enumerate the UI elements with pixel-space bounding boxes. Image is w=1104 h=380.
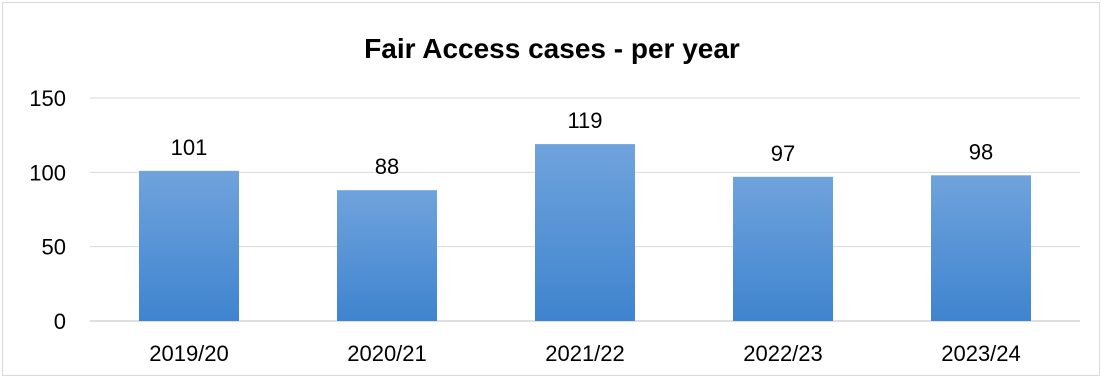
y-tick-label: 150 xyxy=(29,86,66,111)
data-label: 98 xyxy=(969,139,993,164)
x-tick-label: 2021/22 xyxy=(545,341,625,366)
x-tick-label: 2020/21 xyxy=(347,341,427,366)
data-label: 97 xyxy=(771,141,795,166)
bar-2019-20 xyxy=(139,170,239,321)
y-tick-label: 100 xyxy=(29,160,66,185)
bar-2020-21 xyxy=(337,190,437,321)
data-label: 101 xyxy=(171,135,208,160)
bars xyxy=(139,144,1031,321)
bar-2023-24 xyxy=(931,175,1031,321)
data-label: 88 xyxy=(375,154,399,179)
x-tick-label: 2022/23 xyxy=(743,341,823,366)
bar-2022-23 xyxy=(733,176,833,321)
x-tick-label: 2019/20 xyxy=(149,341,229,366)
chart-title: Fair Access cases - per year xyxy=(364,33,740,64)
data-labels: 101 88 119 97 98 xyxy=(171,108,994,179)
x-axis-ticks: 2019/20 2020/21 2021/22 2022/23 2023/24 xyxy=(149,341,1021,366)
x-tick-label: 2023/24 xyxy=(941,341,1021,366)
y-tick-label: 0 xyxy=(54,309,66,334)
bar-2021-22 xyxy=(535,144,635,321)
y-axis-ticks: 0 50 100 150 xyxy=(29,86,66,334)
y-tick-label: 50 xyxy=(42,235,66,260)
data-label: 119 xyxy=(567,108,602,133)
